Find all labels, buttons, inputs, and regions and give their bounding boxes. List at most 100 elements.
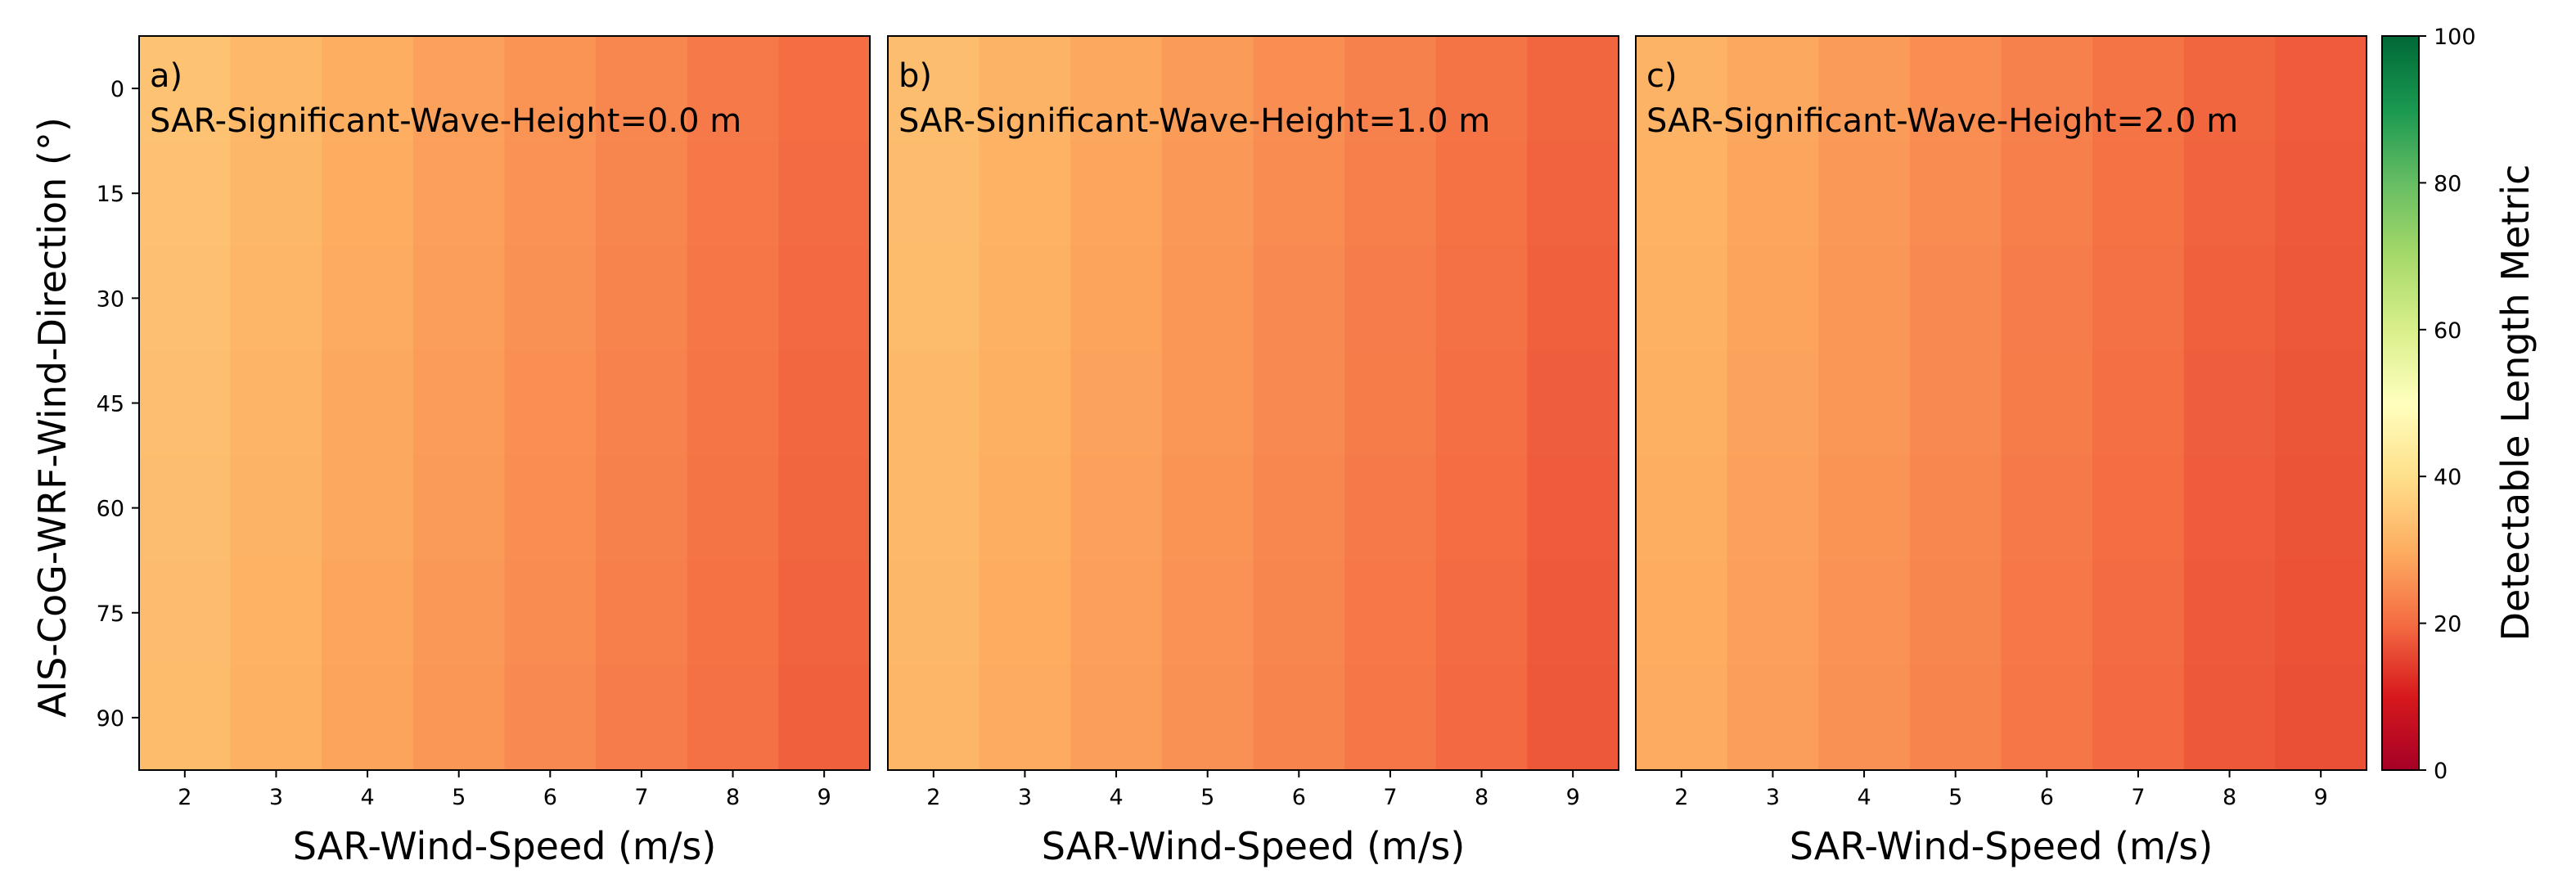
heatmap-cell [504,141,597,246]
heatmap-cell [778,560,871,666]
heatmap-cell [596,560,688,666]
x-axis-title: SAR-Wind-Speed (m/s) [293,824,717,868]
panel-letter: c) [1646,57,1678,95]
heatmap-cell [412,141,506,246]
heatmap-cell [139,560,232,666]
heatmap-cell [778,350,871,457]
y-tick-label: 60 [97,497,124,522]
heatmap-cell [778,246,871,352]
heatmap-cell [1070,36,1163,142]
heatmap-cell [1344,560,1437,666]
heatmap-cell [1527,560,1619,666]
heatmap-cell [322,246,414,352]
heatmap-cell [1727,664,1819,771]
heatmap-cell [412,246,506,352]
heatmap-cell [1161,664,1254,771]
heatmap-cell [596,246,688,352]
heatmap-cell [322,664,414,771]
heatmap-cell [1818,36,1911,142]
heatmap-cell [596,350,688,457]
heatmap-cell [230,36,322,142]
heatmap-cell [1636,664,1728,771]
heatmap-cell [687,350,779,457]
heatmap-cell [2001,455,2093,561]
heatmap-cell [322,350,414,457]
heatmap-cell [412,36,506,142]
heatmap-cell [2275,350,2367,457]
heatmap-cell [1161,36,1254,142]
heatmap-cell [2092,455,2185,561]
heatmap-cell [979,560,1071,666]
heatmap-cell [1727,350,1819,457]
y-axis-title: AIS-CoG-WRF-Wind-Direction (°) [30,117,74,718]
heatmap-cell [778,141,871,246]
x-tick-label: 4 [1109,785,1123,810]
colorbar-label: Detectable Length Metric [2493,164,2538,642]
x-tick-label: 6 [1292,785,1306,810]
x-tick-label: 9 [817,785,831,810]
heatmap-cell [1435,664,1528,771]
heatmap-cell [1818,560,1911,666]
x-tick-label: 2 [178,785,191,810]
heatmap-cell [888,560,980,666]
heatmap-cell [1253,455,1345,561]
heatmap-cell [888,141,980,246]
heatmap-cell [1818,350,1911,457]
heatmap-cell [888,36,980,142]
heatmap-cell [687,664,779,771]
heatmap-cell [412,350,506,457]
heatmap-cell [2092,350,2185,457]
heatmap-cell [230,350,322,457]
x-tick-label: 4 [1857,785,1871,810]
heatmap-cell [1909,664,2002,771]
x-tick-label: 9 [1566,785,1580,810]
y-tick-label: 0 [110,77,124,102]
heatmap-cell [2183,141,2276,246]
heatmap-cell [979,246,1071,352]
heatmap-cell [1636,246,1728,352]
heatmap-cell [1636,36,1728,142]
heatmap-cell [1527,246,1619,352]
heatmap-cell [504,246,597,352]
heatmap-cell [1344,36,1437,142]
heatmap-cell [230,455,322,561]
heatmap-cell [504,455,597,561]
heatmap-cell [1435,455,1528,561]
heatmap-cell [1727,246,1819,352]
x-tick-label: 6 [2040,785,2054,810]
heatmap-cell [2275,36,2367,142]
heatmap-cell [2092,560,2185,666]
heatmap-cell [1909,560,2002,666]
heatmap-cell [1344,141,1437,246]
heatmap-cell [2092,246,2185,352]
x-tick-label: 8 [1475,785,1488,810]
heatmap-cell [1070,350,1163,457]
heatmap-cell [2183,36,2276,142]
heatmap-cell [1435,36,1528,142]
colorbar-tick-label: 80 [2434,171,2461,196]
heatmap-cell [2092,664,2185,771]
heatmap-cell [1909,36,2002,142]
panel-subtitle: SAR-Significant-Wave-Height=1.0 m [898,102,1490,140]
heatmap-cell [1070,664,1163,771]
x-tick-label: 6 [543,785,557,810]
heatmap-cell [1527,350,1619,457]
x-tick-label: 7 [634,785,648,810]
heatmap-cell [596,141,688,246]
heatmap-cell [1161,560,1254,666]
heatmap-cell [1435,246,1528,352]
heatmap-cell [2092,36,2185,142]
heatmap-cell [139,664,232,771]
heatmap-cell [412,560,506,666]
heatmap-cell [979,350,1071,457]
heatmap-cell [1727,455,1819,561]
heatmap-cell [2275,455,2367,561]
heatmap-cell [1527,455,1619,561]
heatmap-cell [1344,664,1437,771]
heatmap-cell [687,455,779,561]
heatmap-cell [504,36,597,142]
heatmap-cell [504,560,597,666]
plot-frame [887,35,1619,771]
heatmap-cell [1344,455,1437,561]
